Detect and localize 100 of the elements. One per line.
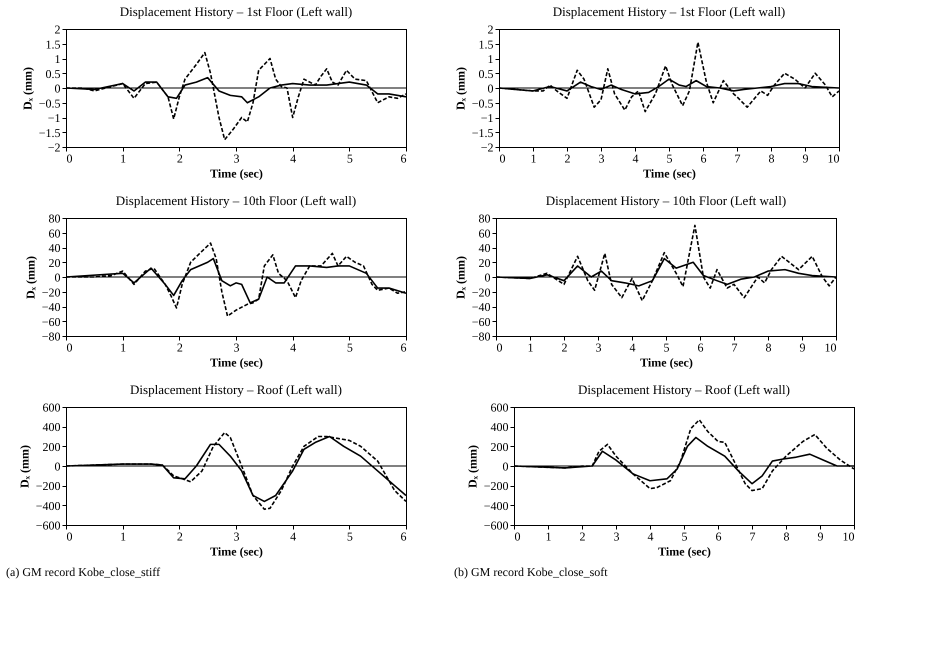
text: (a) GM record Kobe_close_stiff [6, 565, 160, 579]
chart-title: Displacement History – Roof (Left wall) [578, 382, 790, 397]
x-tick-label: 3 [614, 530, 620, 544]
x-tick-label: 5 [346, 152, 353, 166]
y-tick-label: 2 [54, 22, 60, 36]
x-tick-label: 7 [732, 340, 738, 354]
x-tick-label: 3 [598, 152, 604, 166]
chart-title: Displacement History – 1st Floor (Left wall) [552, 4, 786, 19]
y-tick-label: 0 [54, 460, 60, 474]
x-tick-label: 6 [700, 152, 706, 166]
x-tick-label: 4 [290, 530, 296, 544]
y-tick-label: −40 [42, 300, 60, 314]
chart-title: Displacement History – 1st Floor (Left wall) [120, 4, 352, 19]
y-tick-label: 2 [488, 22, 494, 36]
y-tick-label: −20 [472, 285, 490, 300]
y-tick-label: 1 [54, 52, 60, 66]
y-tick-label: 0.5 [478, 66, 494, 81]
x-tick-label: 6 [400, 152, 406, 166]
y-tick-label: 40 [478, 241, 490, 255]
y-tick-label: −600 [36, 518, 60, 532]
y-tick-label: −1.5 [472, 126, 494, 140]
x-tick-label: 6 [698, 340, 704, 354]
chart-title: Displacement History – 10th Floor (Left wall) [546, 193, 786, 208]
x-tick-label: 4 [632, 152, 638, 166]
x-tick-label: 1 [120, 530, 126, 544]
x-tick-label: 10 [824, 340, 836, 354]
x-tick-label: 5 [664, 340, 670, 354]
y-tick-label: −2 [480, 140, 494, 154]
y-axis-title: Dₓ (mm) [454, 256, 468, 300]
x-tick-label: 0 [66, 530, 72, 544]
y-tick-label: −0.5 [38, 96, 60, 110]
y-tick-label: −2 [48, 140, 60, 154]
y-tick-label: −200 [36, 479, 60, 494]
y-tick-label: 0 [54, 270, 60, 284]
x-tick-label: 2 [580, 530, 586, 544]
x-tick-label: 2 [176, 530, 183, 544]
y-tick-label: −60 [472, 314, 490, 329]
chart-title: Displacement History – 10th Floor (Left wall) [116, 193, 356, 208]
x-tick-label: 1 [530, 152, 536, 166]
x-tick-label: 0 [514, 530, 520, 544]
x-tick-label: 3 [596, 340, 602, 354]
x-tick-label: 6 [716, 530, 722, 544]
y-tick-label: 0 [54, 82, 60, 96]
x-tick-label: 6 [400, 530, 406, 544]
x-tick-label: 7 [750, 530, 756, 544]
x-tick-label: 3 [234, 340, 240, 354]
x-tick-label: 4 [290, 340, 296, 354]
x-tick-label: 2 [562, 340, 568, 354]
x-tick-label: 0 [66, 340, 72, 354]
y-tick-label: 1.5 [478, 37, 494, 52]
y-axis-title: Dₓ (mm) [18, 444, 32, 488]
x-tick-label: 5 [346, 530, 353, 544]
y-tick-label: 1.5 [46, 37, 60, 52]
y-tick-label: −40 [472, 300, 490, 314]
x-tick-label: 9 [802, 152, 808, 166]
y-tick-label: 80 [48, 212, 60, 226]
x-tick-label: 1 [528, 340, 534, 354]
x-tick-label: 4 [630, 340, 636, 354]
y-tick-label: 400 [490, 420, 508, 434]
y-tick-label: −1.5 [38, 126, 60, 140]
y-tick-label: −20 [42, 285, 60, 300]
y-tick-label: −400 [484, 498, 508, 513]
x-tick-label: 7 [734, 152, 740, 166]
y-tick-label: 200 [490, 440, 508, 454]
y-tick-label: −80 [472, 330, 490, 344]
x-tick-label: 8 [766, 340, 772, 354]
y-tick-label: −600 [484, 518, 508, 532]
y-tick-label: 0 [502, 460, 508, 474]
x-axis-title: Time (sec) [643, 166, 696, 180]
y-tick-label: −60 [42, 314, 60, 329]
y-tick-label: −1 [48, 111, 60, 125]
x-tick-label: 5 [666, 152, 672, 166]
x-axis-title: Time (sec) [210, 544, 263, 558]
y-tick-label: 20 [48, 256, 60, 270]
y-tick-label: −80 [42, 330, 60, 344]
x-axis-title: Time (sec) [640, 356, 693, 370]
y-axis-title: Dₓ (mm) [454, 66, 468, 110]
y-tick-label: 80 [478, 212, 490, 226]
x-tick-label: 9 [800, 340, 806, 354]
y-tick-label: 1 [488, 52, 494, 66]
y-tick-label: 40 [48, 241, 60, 255]
y-axis-title: Dₓ (mm) [24, 256, 38, 300]
x-tick-label: 2 [564, 152, 570, 166]
chart-title: Displacement History – Roof (Left wall) [130, 382, 342, 397]
y-tick-label: −0.5 [472, 96, 494, 110]
x-tick-label: 1 [120, 152, 126, 166]
x-tick-label: 1 [120, 340, 126, 354]
x-tick-label: 2 [176, 340, 183, 354]
x-tick-label: 5 [682, 530, 688, 544]
y-tick-label: 0 [488, 82, 494, 96]
x-tick-label: 4 [290, 152, 296, 166]
y-tick-label: 60 [48, 226, 60, 240]
x-axis-title: Time (sec) [210, 166, 263, 180]
y-tick-label: −1 [480, 111, 494, 125]
x-tick-label: 8 [784, 530, 790, 544]
y-tick-label: 200 [42, 440, 60, 454]
x-axis-title: Time (sec) [658, 544, 711, 558]
y-tick-label: −200 [484, 479, 508, 494]
x-axis-title: Time (sec) [210, 356, 263, 370]
x-tick-label: 1 [546, 530, 552, 544]
